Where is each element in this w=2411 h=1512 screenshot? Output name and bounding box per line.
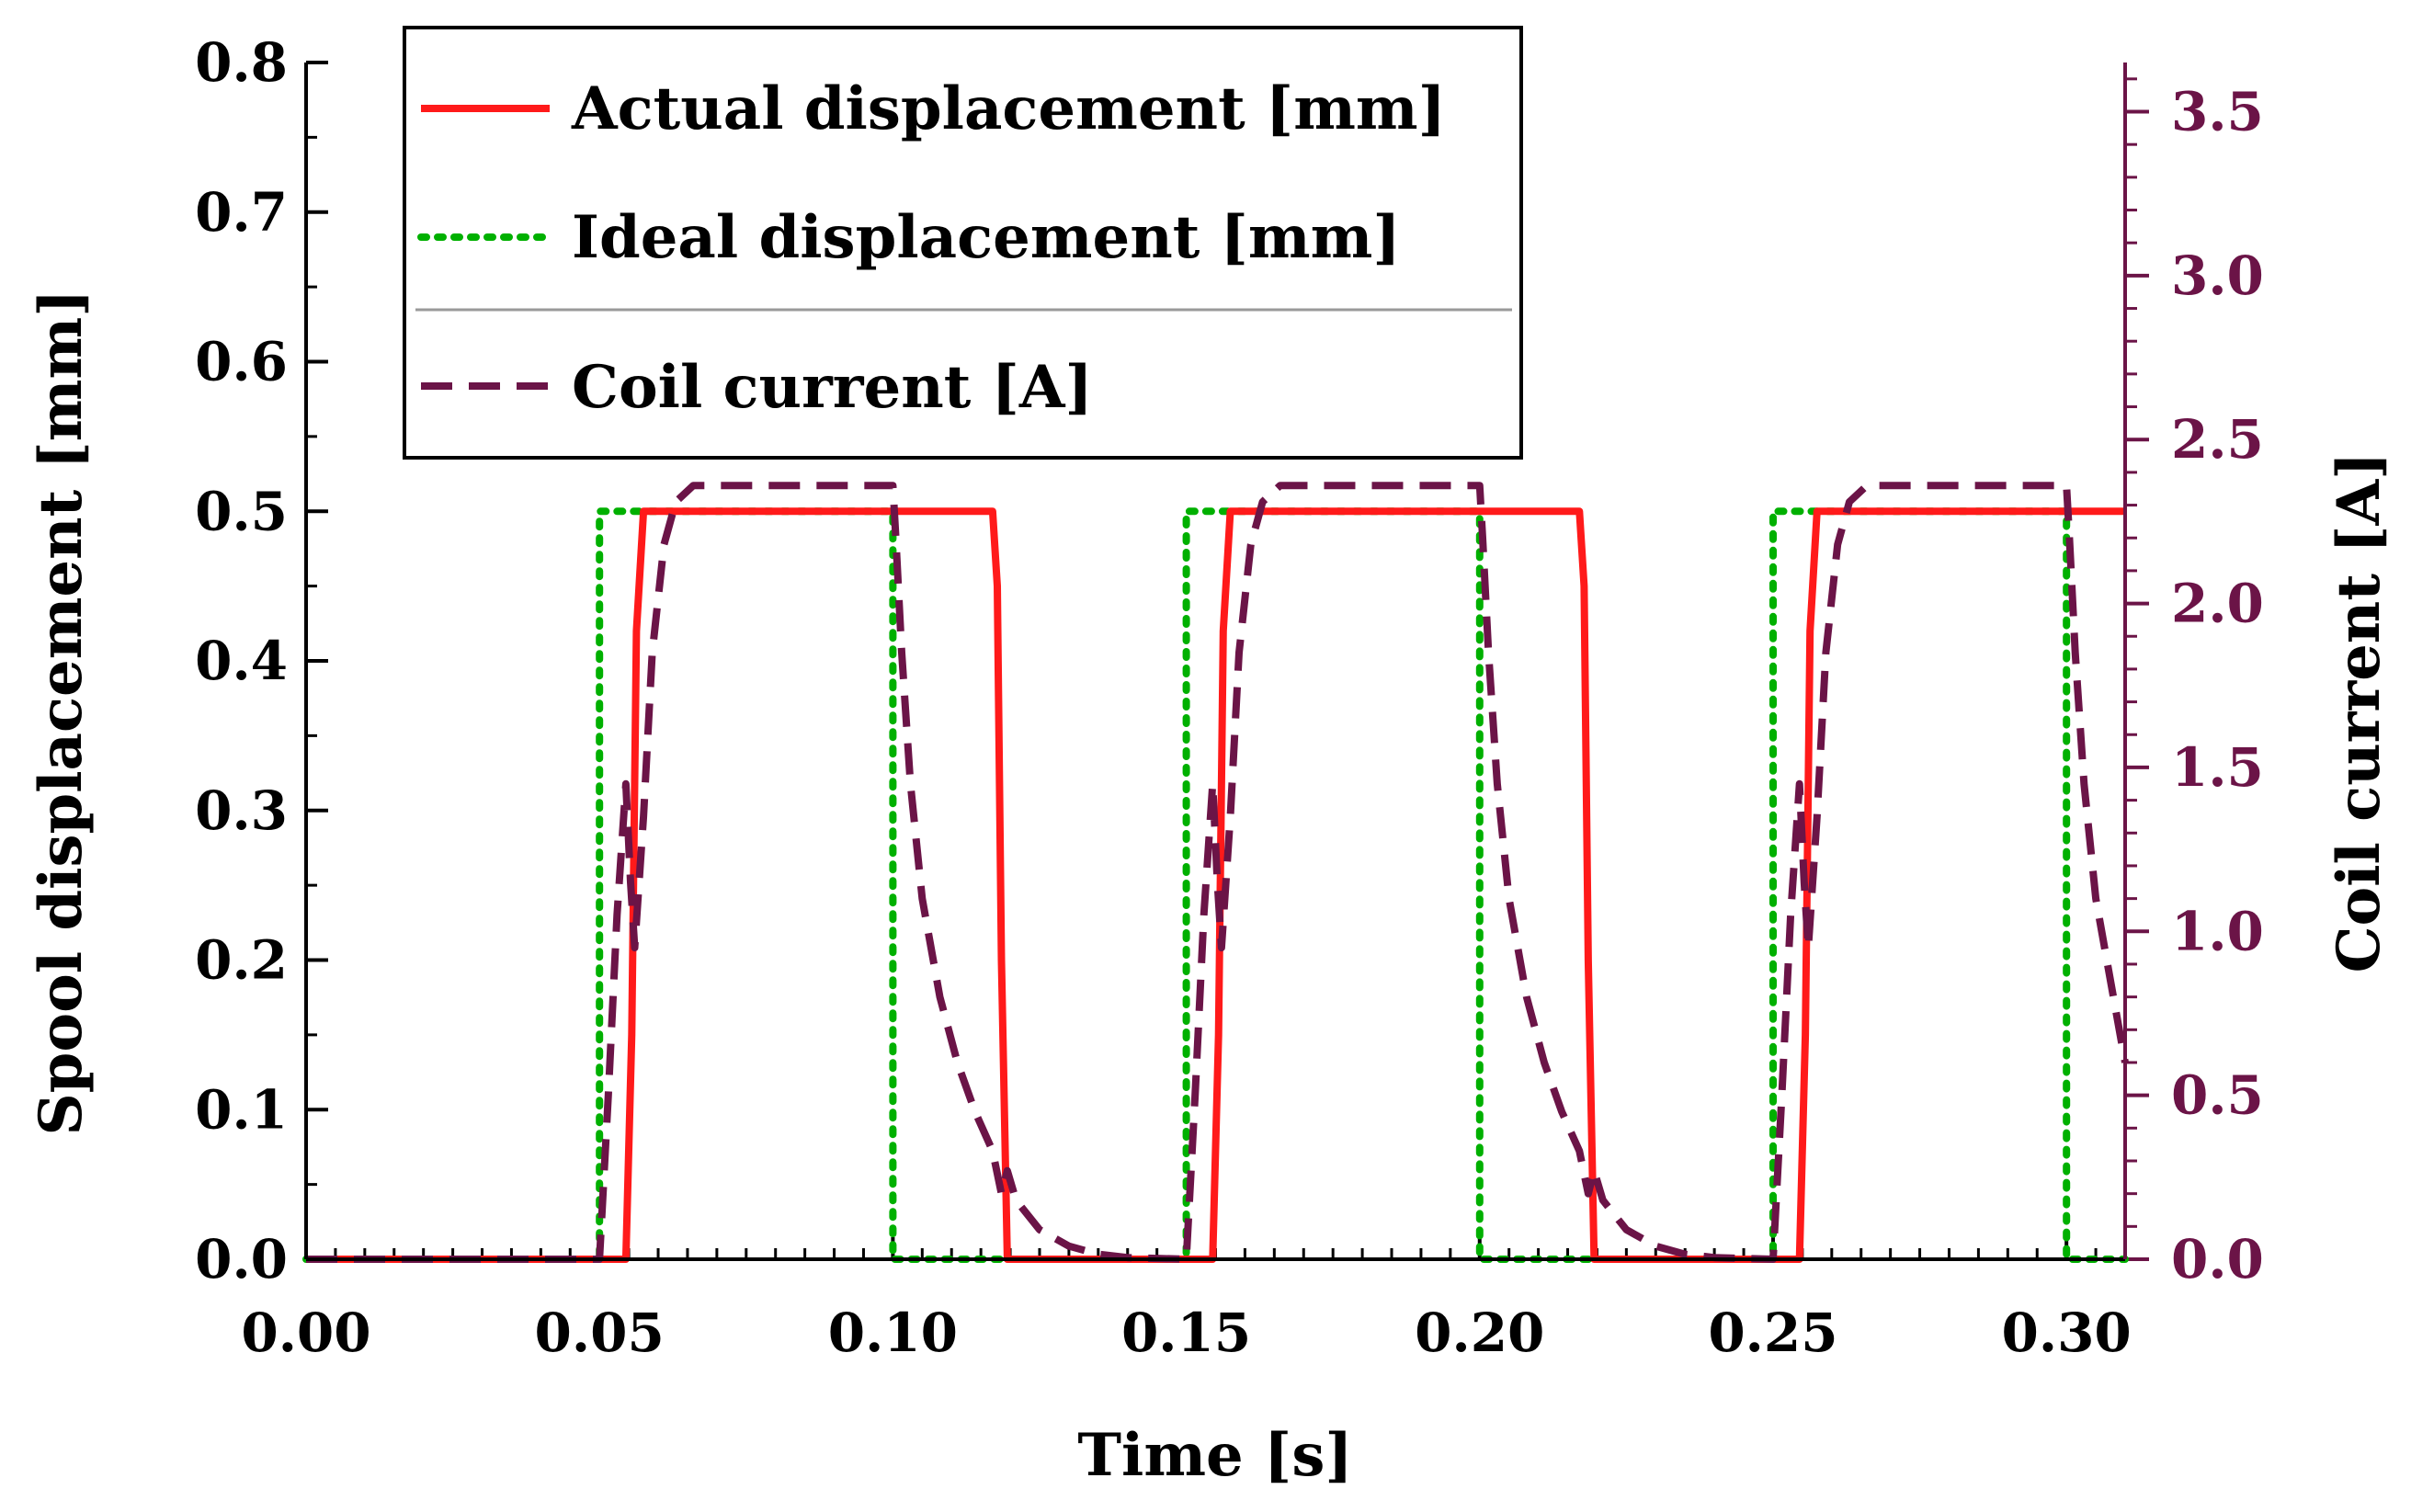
x-tick-label: 0.15: [1121, 1302, 1251, 1364]
x-tick-label: 0.25: [1708, 1302, 1837, 1364]
y-axis-title: Spool displacement [mm]: [27, 289, 96, 1135]
legend-label-current: Coil current [A]: [572, 353, 1093, 422]
y-tick-label: 0.3: [195, 779, 288, 842]
y-tick-label: 0.1: [195, 1078, 288, 1141]
tick-labels: 0.00 0.05 0.10 0.15 0.20 0.25 0.30 0.0 0.1 0.2 0.3…: [195, 31, 2264, 1364]
series-actual-displacement: [306, 507, 2125, 1263]
series-coil-current: [306, 482, 2129, 1263]
axes: [304, 63, 2127, 1261]
series-layer: [302, 482, 2129, 1263]
y2-tick-label: 1.0: [2171, 900, 2264, 962]
legend-box: [403, 26, 1523, 460]
y2-tick-label: 2.5: [2171, 408, 2264, 471]
x-tick-label: 0.20: [1415, 1302, 1544, 1364]
y2-tick-label: 0.0: [2171, 1228, 2264, 1290]
y-tick-label: 0.2: [195, 929, 288, 992]
x-tick-label: 0.10: [828, 1302, 958, 1364]
y2-tick-label: 3.0: [2171, 244, 2264, 307]
y-tick-label: 0.7: [195, 181, 288, 244]
y-tick-label: 0.4: [195, 630, 288, 692]
legend-label-ideal: Ideal displacement [mm]: [572, 203, 1401, 272]
y-tick-label: 0.0: [195, 1228, 288, 1290]
y2-tick-label: 2.0: [2171, 573, 2264, 635]
legend: Actual displacement [mm] Ideal displacem…: [403, 26, 1523, 460]
y-tick-label: 0.6: [195, 331, 288, 393]
x-axis-title: Time [s]: [1077, 1421, 1352, 1490]
y-tick-label: 0.5: [195, 480, 288, 542]
y2-tick-label: 1.5: [2171, 736, 2264, 799]
x-tick-label: 0.00: [241, 1302, 370, 1364]
x-tick-label: 0.05: [535, 1302, 665, 1364]
y2-tick-label: 0.5: [2171, 1064, 2264, 1127]
x-tick-label: 0.30: [2002, 1302, 2132, 1364]
y-tick-label: 0.8: [195, 31, 288, 94]
y2-axis-title: Coil current [A]: [2325, 452, 2394, 973]
legend-label-actual: Actual displacement [mm]: [571, 74, 1446, 143]
y2-tick-label: 3.5: [2171, 81, 2264, 143]
